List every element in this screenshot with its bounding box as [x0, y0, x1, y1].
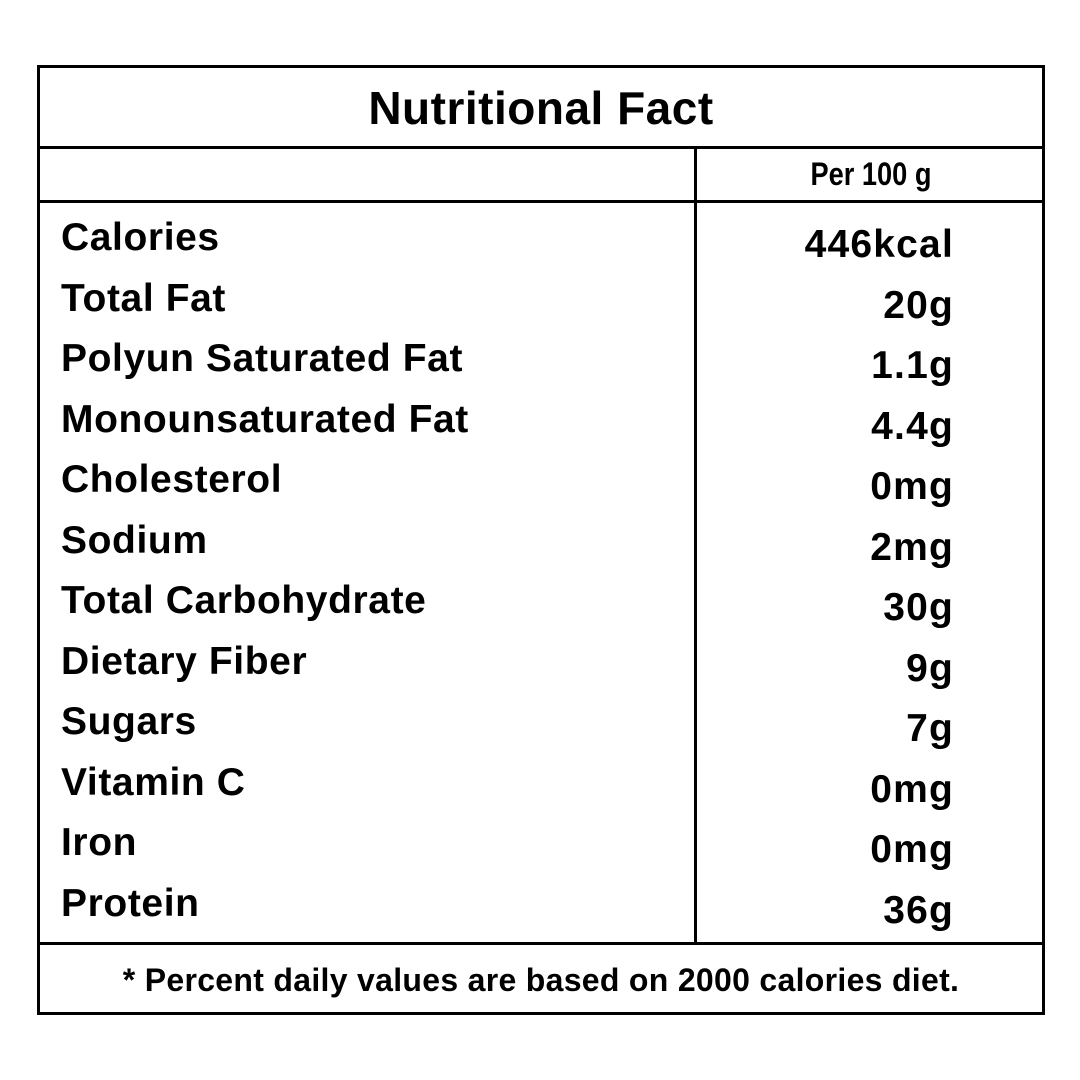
header-divider [40, 200, 1042, 203]
nutrient-value: 7g [906, 707, 954, 750]
nutrient-value: 20g [883, 283, 954, 327]
nutrient-label: Monounsaturated Fat [61, 397, 469, 441]
nutrient-value: 9g [906, 646, 954, 690]
nutrient-value: 0mg [870, 828, 954, 871]
nutrient-value: 30g [883, 586, 954, 629]
nutrient-value: 1.1g [871, 344, 954, 387]
nutrient-label: Iron [61, 821, 138, 864]
column-header-per-100g: Per 100 g [810, 156, 932, 192]
nutrient-label: Dietary Fiber [61, 639, 308, 683]
nutrient-label: Cholesterol [61, 458, 283, 501]
title-divider [40, 146, 1042, 149]
nutrient-value: 0mg [870, 767, 954, 811]
nutrient-label: Sugars [61, 700, 197, 743]
nutrient-value: 36g [883, 888, 954, 932]
footnote: * Percent daily values are based on 2000… [122, 961, 960, 998]
nutrient-label: Protein [61, 881, 200, 925]
nutrient-value: 4.4g [871, 404, 954, 448]
nutrient-label: Total Fat [61, 276, 226, 320]
column-divider [694, 146, 697, 945]
nutrient-label: Calories [61, 216, 220, 259]
nutrient-label: Polyun Saturated Fat [61, 337, 464, 380]
nutrient-value: 0mg [870, 465, 954, 508]
table-title: Nutritional Fact [368, 82, 714, 134]
nutrient-value: 446kcal [804, 223, 954, 266]
nutrient-label: Sodium [61, 518, 208, 562]
nutrient-label: Total Carbohydrate [61, 579, 427, 622]
nutrition-facts-table: Nutritional Fact Per 100 g Calories 446kc… [37, 65, 1045, 1015]
nutrient-value: 2mg [870, 525, 954, 569]
nutrient-label: Vitamin C [61, 760, 246, 804]
footnote-divider [40, 942, 1042, 945]
